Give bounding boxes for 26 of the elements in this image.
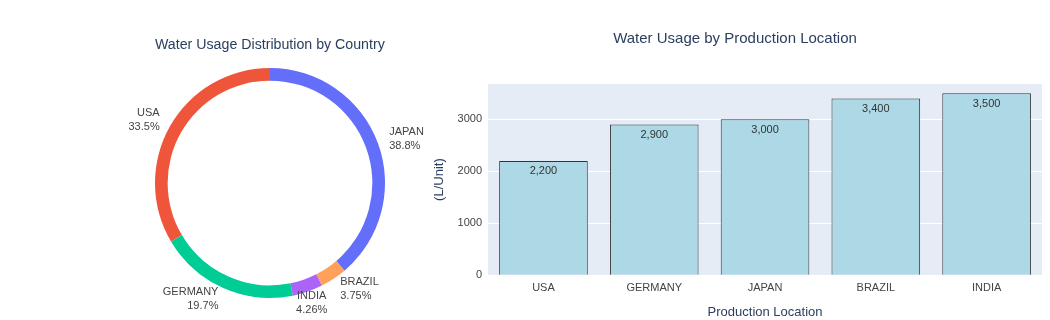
x-tick-label: GERMANY — [626, 280, 683, 293]
slice-label: INDIA — [297, 288, 328, 301]
data-label: 38.8% — [389, 139, 421, 152]
slice-label: JAPAN — [389, 125, 424, 138]
data-label: 3.75% — [340, 288, 372, 301]
data-label: 4.26% — [296, 302, 328, 315]
y-axis-title: (L/Unit) — [431, 158, 447, 201]
x-tick-label: BRAZIL — [856, 280, 896, 293]
x-tick-label: INDIA — [971, 280, 1002, 293]
data-label: 3,000 — [751, 122, 779, 135]
y-tick-label: 3000 — [457, 112, 483, 125]
slice-label: USA — [137, 106, 161, 119]
data-label: 2,900 — [640, 128, 669, 141]
y-tick-label: 1000 — [457, 216, 483, 229]
y-tick-label: 0 — [475, 268, 483, 281]
data-label: 2,200 — [529, 164, 558, 177]
data-label: 3,400 — [862, 102, 890, 115]
x-tick-label: JAPAN — [747, 280, 783, 293]
chart-title: Water Usage by Production Location — [613, 29, 857, 47]
data-label: 3,500 — [972, 96, 1001, 109]
y-tick-label: 2000 — [457, 164, 483, 177]
data-label: 33.5% — [128, 120, 160, 133]
x-axis-title: Production Location — [707, 303, 823, 319]
data-label: 19.7% — [187, 299, 219, 312]
x-tick-label: USA — [532, 280, 556, 293]
chart-title: Water Usage Distribution by Country — [155, 35, 386, 53]
